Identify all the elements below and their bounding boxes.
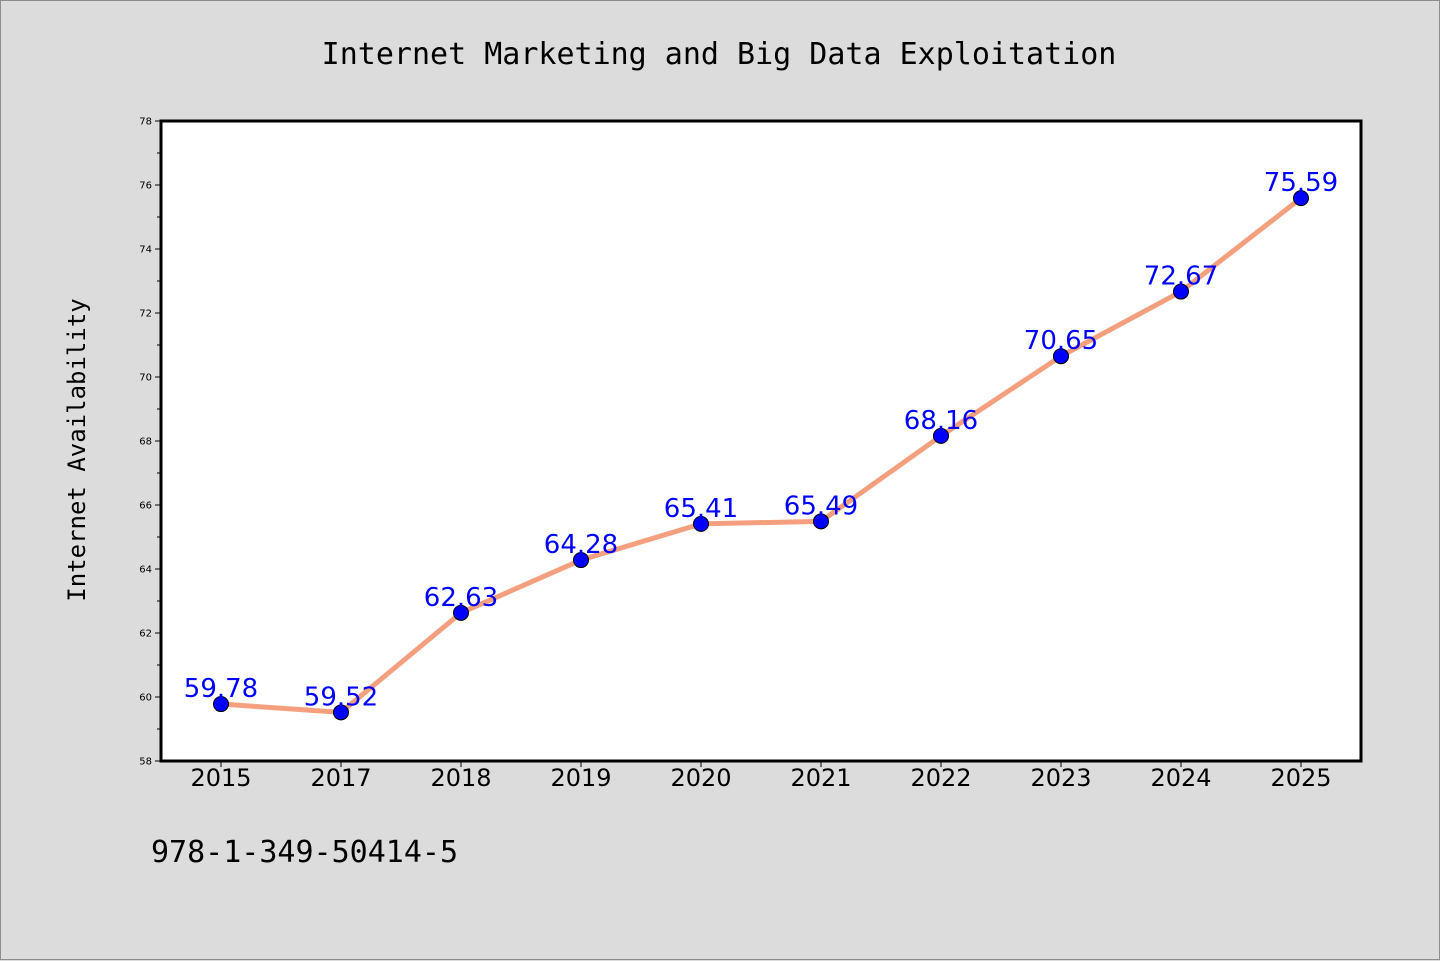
x-tick-label: 2015 xyxy=(190,764,251,792)
y-tick-label: 74 xyxy=(139,245,152,256)
y-tick-label: 70 xyxy=(139,373,152,384)
y-tick-label: 78 xyxy=(139,117,152,128)
y-tick-label: 64 xyxy=(139,565,152,576)
data-point xyxy=(1293,190,1309,207)
data-label: 59.78 xyxy=(184,674,258,704)
data-point xyxy=(693,515,709,532)
x-tick-label: 2017 xyxy=(310,764,371,792)
data-point xyxy=(213,696,229,713)
data-point xyxy=(813,513,829,530)
y-axis-label: Internet Availability xyxy=(63,298,91,601)
data-label: 70.65 xyxy=(1024,326,1098,356)
isbn-text: 978-1-349-50414-5 xyxy=(151,835,459,870)
data-point xyxy=(573,552,589,569)
data-label: 62.63 xyxy=(424,583,498,613)
data-point xyxy=(1173,283,1189,300)
y-tick-label: 58 xyxy=(139,757,152,768)
data-point xyxy=(333,704,349,721)
data-label: 72.67 xyxy=(1144,262,1218,292)
x-tick-label: 2025 xyxy=(1270,764,1331,792)
data-point xyxy=(453,604,469,621)
y-tick-label: 62 xyxy=(139,629,152,640)
x-axis: 2015 2017 2018 2019 2020 2021 2022 2023 2024 2025 xyxy=(190,761,1332,792)
data-label: 75.59 xyxy=(1264,168,1338,198)
data-label: 64.28 xyxy=(544,530,618,560)
data-point xyxy=(933,427,949,444)
plot-area xyxy=(159,119,1363,763)
chart-title: Internet Marketing and Big Data Exploita… xyxy=(322,37,1117,72)
x-tick-label: 2018 xyxy=(430,764,491,792)
x-tick-label: 2022 xyxy=(910,764,971,792)
data-point xyxy=(1053,348,1069,365)
y-axis: 58 60 62 64 66 68 70 72 74 76 78 xyxy=(139,117,161,768)
y-tick-label: 60 xyxy=(139,693,152,704)
series-group: 59.78 59.52 62.63 64.28 65.41 65.49 68.16 70.65… xyxy=(184,168,1338,721)
x-tick-label: 2021 xyxy=(790,764,851,792)
x-tick-label: 2020 xyxy=(670,764,731,792)
y-tick-label: 72 xyxy=(139,309,152,320)
x-tick-label: 2019 xyxy=(550,764,611,792)
x-tick-label: 2023 xyxy=(1030,764,1091,792)
x-tick-label: 2024 xyxy=(1150,764,1211,792)
y-tick-label: 76 xyxy=(139,181,152,192)
y-tick-label: 66 xyxy=(139,501,152,512)
data-label: 59.52 xyxy=(304,682,378,712)
data-label: 65.41 xyxy=(664,494,738,524)
series-line xyxy=(218,195,1304,715)
data-label: 65.49 xyxy=(784,491,858,521)
y-tick-label: 68 xyxy=(139,437,152,448)
data-label: 68.16 xyxy=(904,406,978,436)
